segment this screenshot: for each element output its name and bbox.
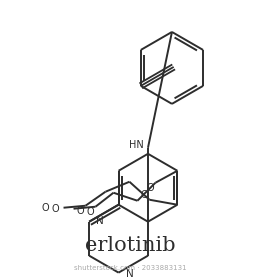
Text: N: N [96, 216, 104, 226]
Text: HN: HN [129, 140, 143, 150]
Text: O: O [52, 204, 60, 214]
Text: O: O [87, 207, 94, 217]
Text: O: O [42, 203, 50, 213]
Text: N: N [126, 269, 133, 279]
Text: O: O [147, 183, 154, 193]
Text: O: O [141, 190, 148, 200]
Text: shutterstock.com · 2033883131: shutterstock.com · 2033883131 [74, 265, 186, 271]
Text: erlotinib: erlotinib [85, 236, 175, 255]
Text: O: O [77, 206, 84, 216]
